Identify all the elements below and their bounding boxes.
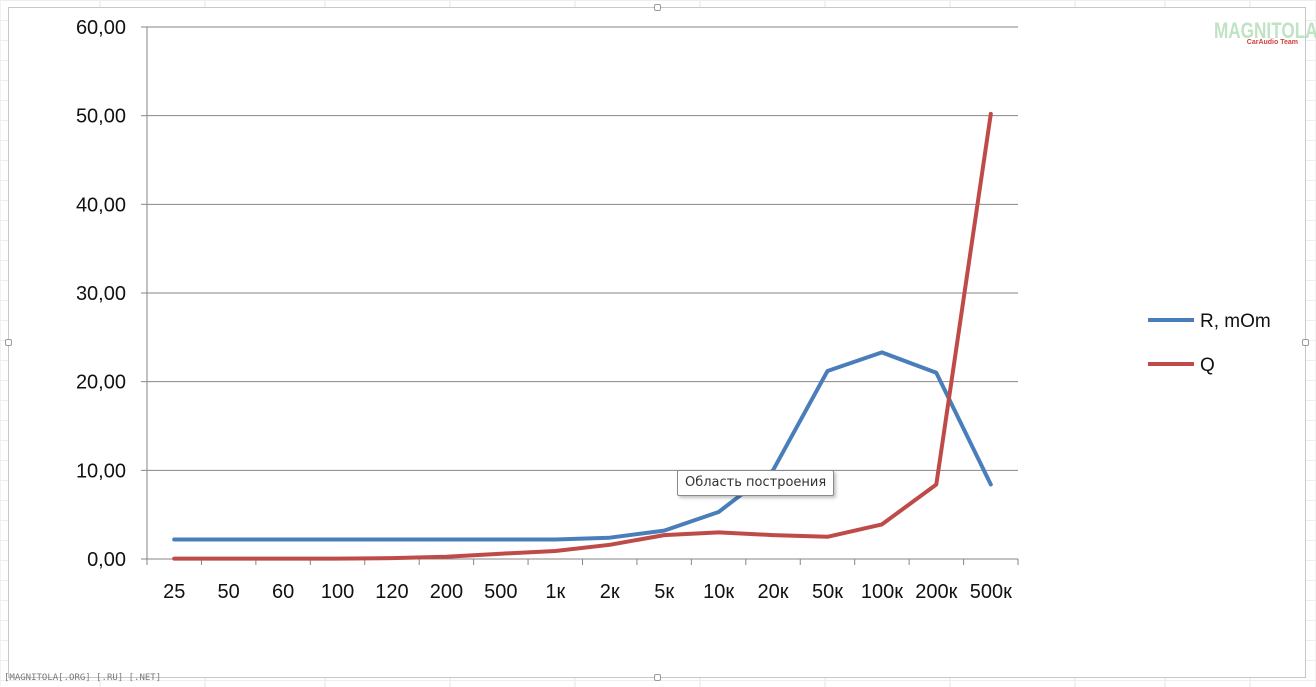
x-tick-label: 2к bbox=[600, 581, 620, 603]
x-tick-label: 500к bbox=[970, 581, 1012, 603]
x-tick-label: 1к bbox=[545, 581, 565, 603]
x-tick-label: 50к bbox=[812, 581, 843, 603]
y-tick-label: 0,00 bbox=[87, 549, 126, 571]
y-tick-label: 10,00 bbox=[76, 460, 126, 482]
x-tick-label: 200к bbox=[915, 581, 957, 603]
logo-sub-text: CarAudio Team bbox=[1246, 39, 1298, 46]
legend-item-2[interactable]: Q bbox=[1148, 355, 1215, 376]
y-tick-label: 60,00 bbox=[76, 17, 126, 39]
resize-handle-bottom[interactable] bbox=[654, 674, 661, 681]
series-line-1[interactable] bbox=[172, 350, 993, 542]
series-line-2[interactable] bbox=[172, 111, 993, 561]
resize-handle-right[interactable] bbox=[1302, 339, 1309, 346]
x-tick-label: 5к bbox=[654, 581, 674, 603]
x-tick-label: 100к bbox=[861, 581, 903, 603]
x-tick-label: 100 bbox=[321, 581, 354, 603]
y-tick-label: 50,00 bbox=[76, 106, 126, 128]
legend-label: Q bbox=[1200, 355, 1215, 376]
y-tick-label: 40,00 bbox=[76, 194, 126, 216]
legend-label: R, mOm bbox=[1200, 311, 1271, 332]
y-tick-label: 30,00 bbox=[76, 283, 126, 305]
x-tick-label: 120 bbox=[375, 581, 408, 603]
watermark: [MAGNITOLA[.ORG] [.RU] [.NET] bbox=[4, 673, 162, 683]
x-tick-label: 20к bbox=[758, 581, 789, 603]
y-tick-label: 20,00 bbox=[76, 372, 126, 394]
x-tick-label: 60 bbox=[272, 581, 294, 603]
x-tick-label: 50 bbox=[218, 581, 240, 603]
legend-item-1[interactable]: R, mOm bbox=[1148, 311, 1271, 332]
logo-main-text: MAGNITOLA bbox=[1214, 18, 1316, 43]
chart-area[interactable] bbox=[5, 4, 1309, 681]
resize-handle-top[interactable] bbox=[654, 4, 661, 11]
resize-handle-left[interactable] bbox=[5, 339, 12, 346]
magnitola-logo: MAGNITOLA CarAudio Team bbox=[1214, 18, 1316, 50]
x-tick-label: 200 bbox=[430, 581, 463, 603]
x-tick-label: 10к bbox=[703, 581, 734, 603]
x-tick-label: 25 bbox=[163, 581, 185, 603]
plot-area-tooltip: Область построения bbox=[677, 470, 835, 496]
x-tick-label: 500 bbox=[484, 581, 517, 603]
